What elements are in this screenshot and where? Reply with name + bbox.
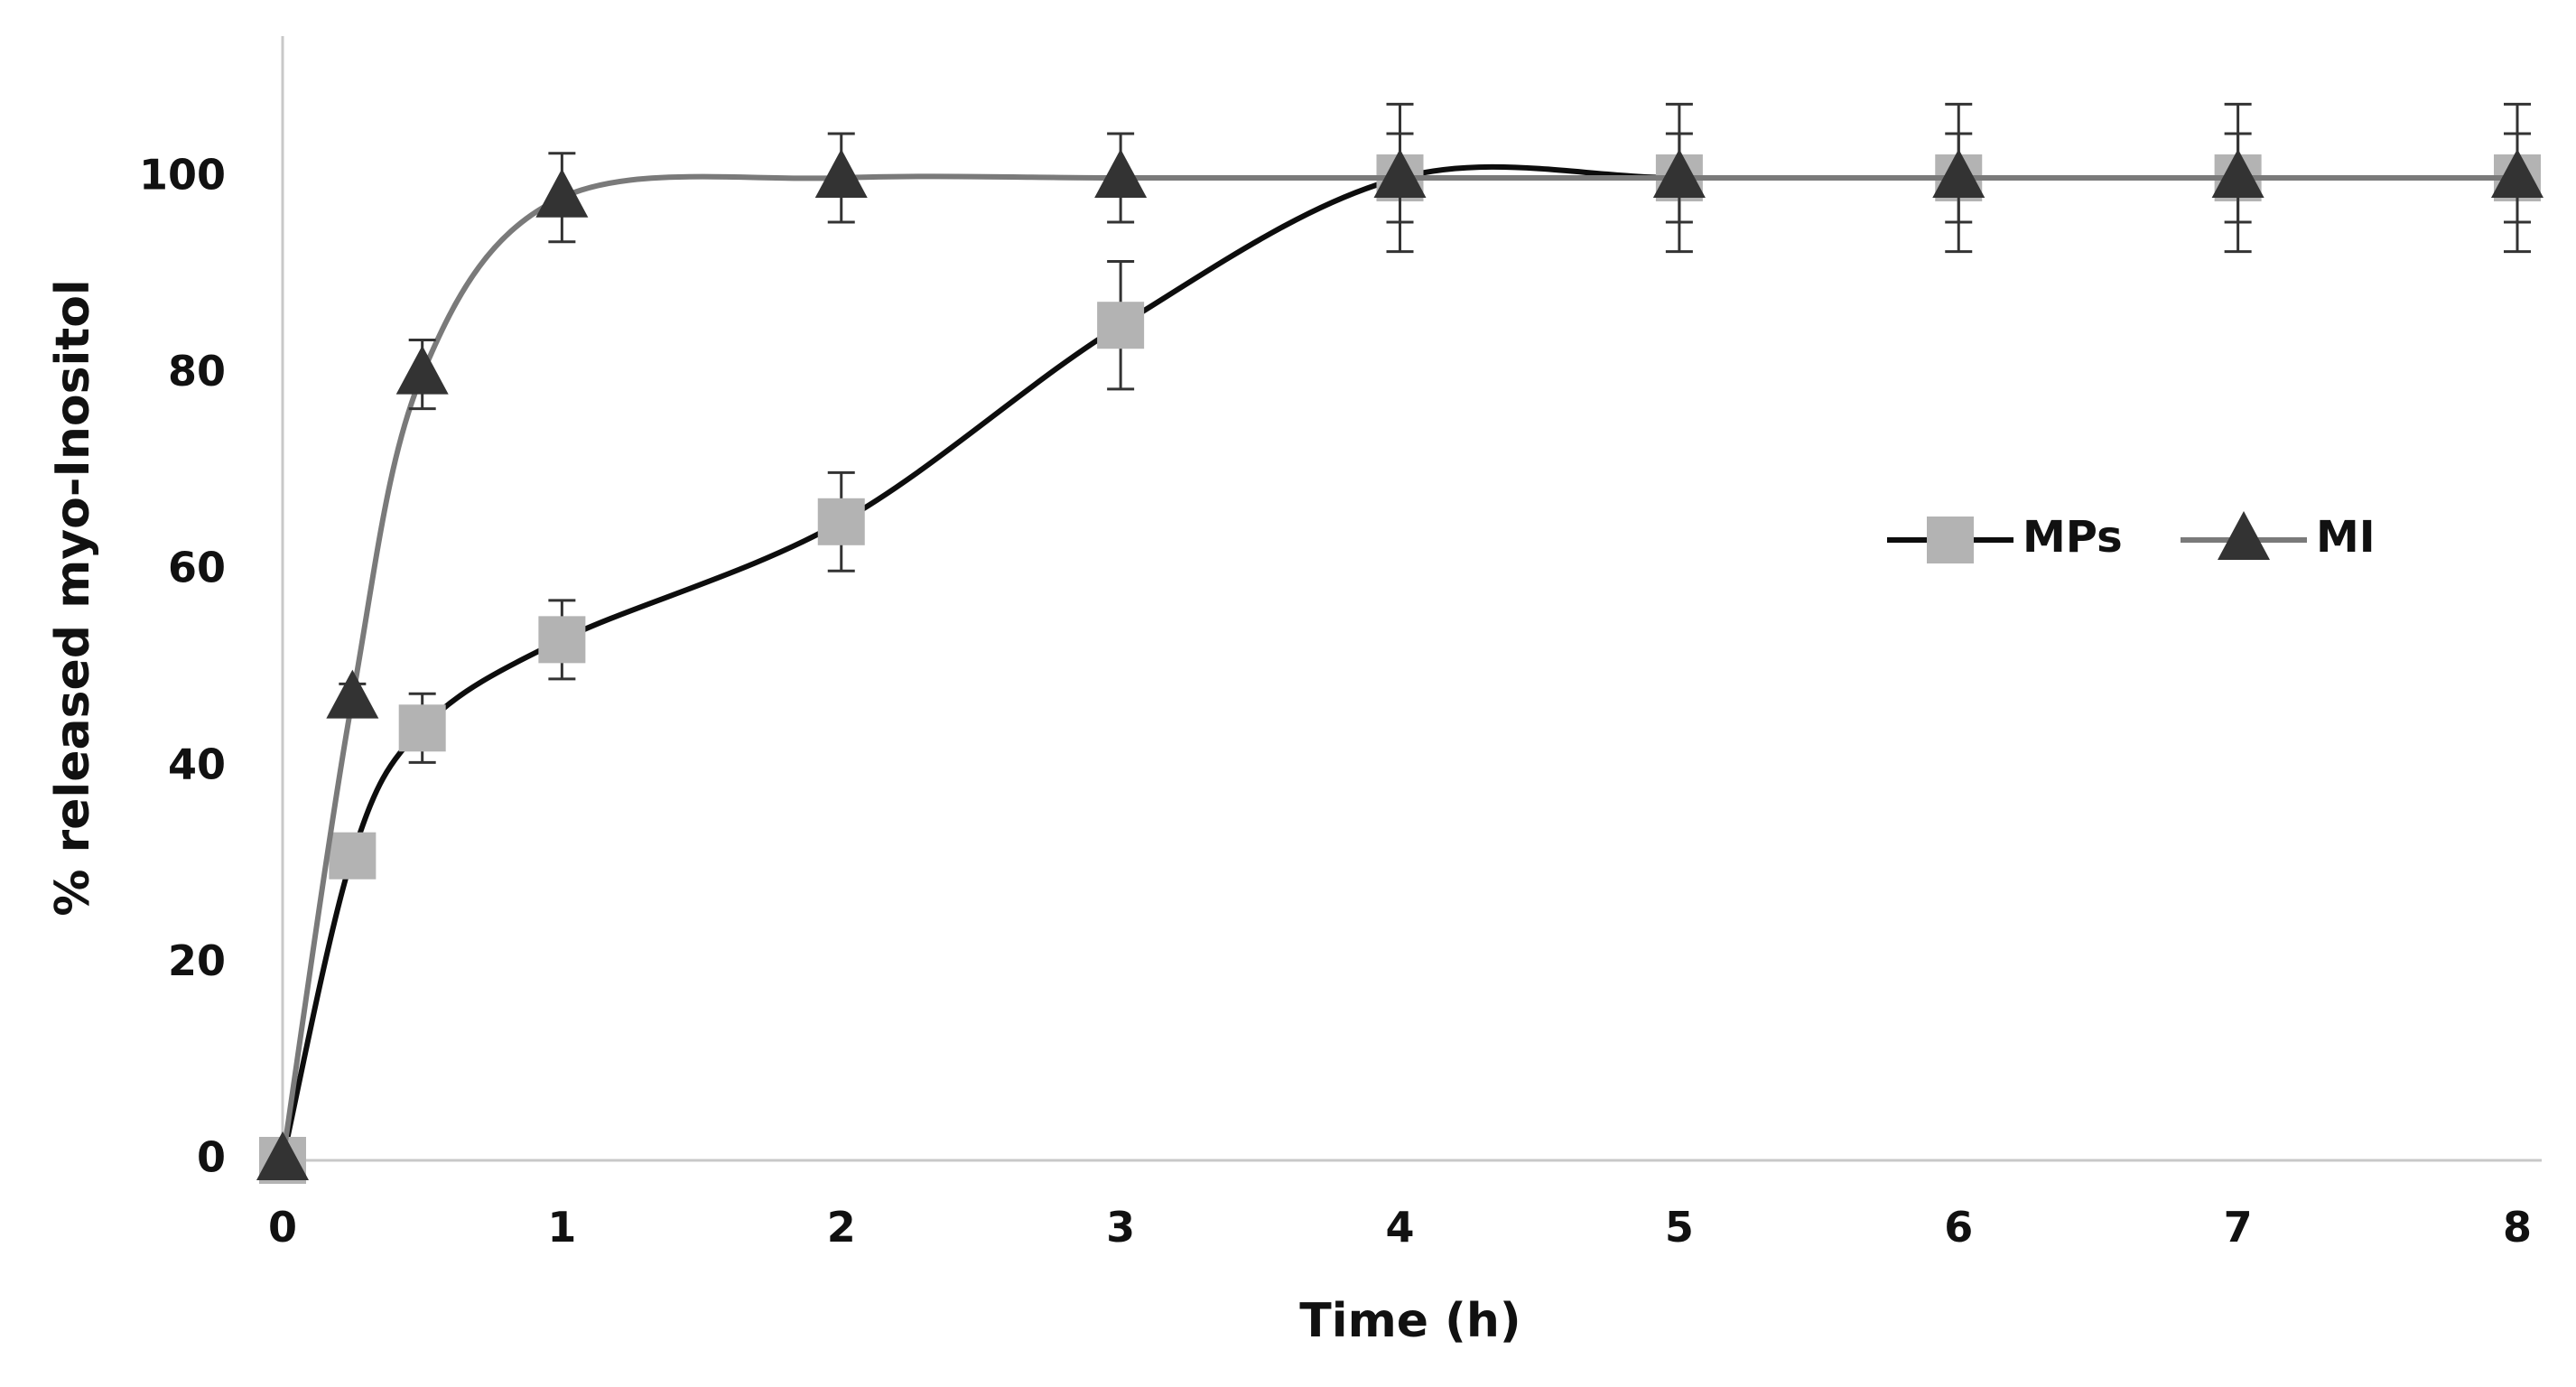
data-point-mi (395, 345, 449, 395)
x-tick-label: 8 (2503, 1203, 2532, 1252)
series-mps (259, 102, 2541, 1184)
legend-entry-mps: MPs (1887, 512, 2123, 563)
x-tick-label: 6 (1944, 1203, 1973, 1252)
legend-marker (1927, 517, 1974, 563)
data-point-mps (329, 832, 377, 880)
data-point-mi (1373, 149, 1427, 198)
data-point-mi (326, 669, 379, 719)
x-tick-label: 5 (1665, 1203, 1694, 1252)
x-axis-title: Time (h) (1299, 1294, 1520, 1348)
x-tick-label: 0 (268, 1203, 297, 1252)
data-point-mi (256, 1131, 309, 1180)
y-tick-labels: 0 20 40 60 80 100 (139, 151, 226, 1182)
x-tick-label: 4 (1385, 1203, 1414, 1252)
x-tick-label: 1 (547, 1203, 576, 1252)
data-point-mi (1652, 149, 1706, 198)
y-tick-label: 0 (197, 1133, 226, 1182)
y-tick-label: 100 (139, 151, 226, 200)
series-layer (256, 102, 2543, 1184)
y-axis-title: % released myo-Inositol (46, 279, 100, 917)
legend-label: MI (2316, 512, 2376, 563)
axes (281, 36, 2542, 1162)
data-point-mi (2491, 149, 2543, 198)
series-line (280, 163, 2517, 1161)
data-point-mi (1932, 149, 1985, 198)
y-tick-label: 40 (168, 740, 226, 788)
legend-label: MPs (2023, 512, 2123, 563)
x-tick-label: 3 (1106, 1203, 1135, 1252)
data-point-mi (535, 168, 589, 218)
y-tick-label: 60 (168, 544, 226, 592)
y-tick-label: 80 (168, 347, 226, 396)
legend: MPs MI (1887, 511, 2376, 563)
series-line (280, 173, 2517, 1161)
data-point-mi (1094, 149, 1148, 198)
data-point-mps (817, 498, 865, 545)
series-mi (256, 132, 2543, 1180)
data-point-mps (1097, 302, 1145, 349)
x-tick-labels: 0 1 2 3 4 5 6 7 8 (268, 1203, 2532, 1252)
data-point-mps (398, 704, 446, 752)
legend-entry-mi: MI (2181, 511, 2376, 563)
y-tick-label: 20 (168, 936, 226, 985)
x-tick-label: 2 (827, 1203, 856, 1252)
data-point-mi (814, 149, 868, 198)
data-point-mi (2211, 149, 2264, 198)
x-tick-label: 7 (2224, 1203, 2253, 1252)
data-point-mps (538, 616, 586, 664)
legend-marker (2218, 511, 2270, 560)
